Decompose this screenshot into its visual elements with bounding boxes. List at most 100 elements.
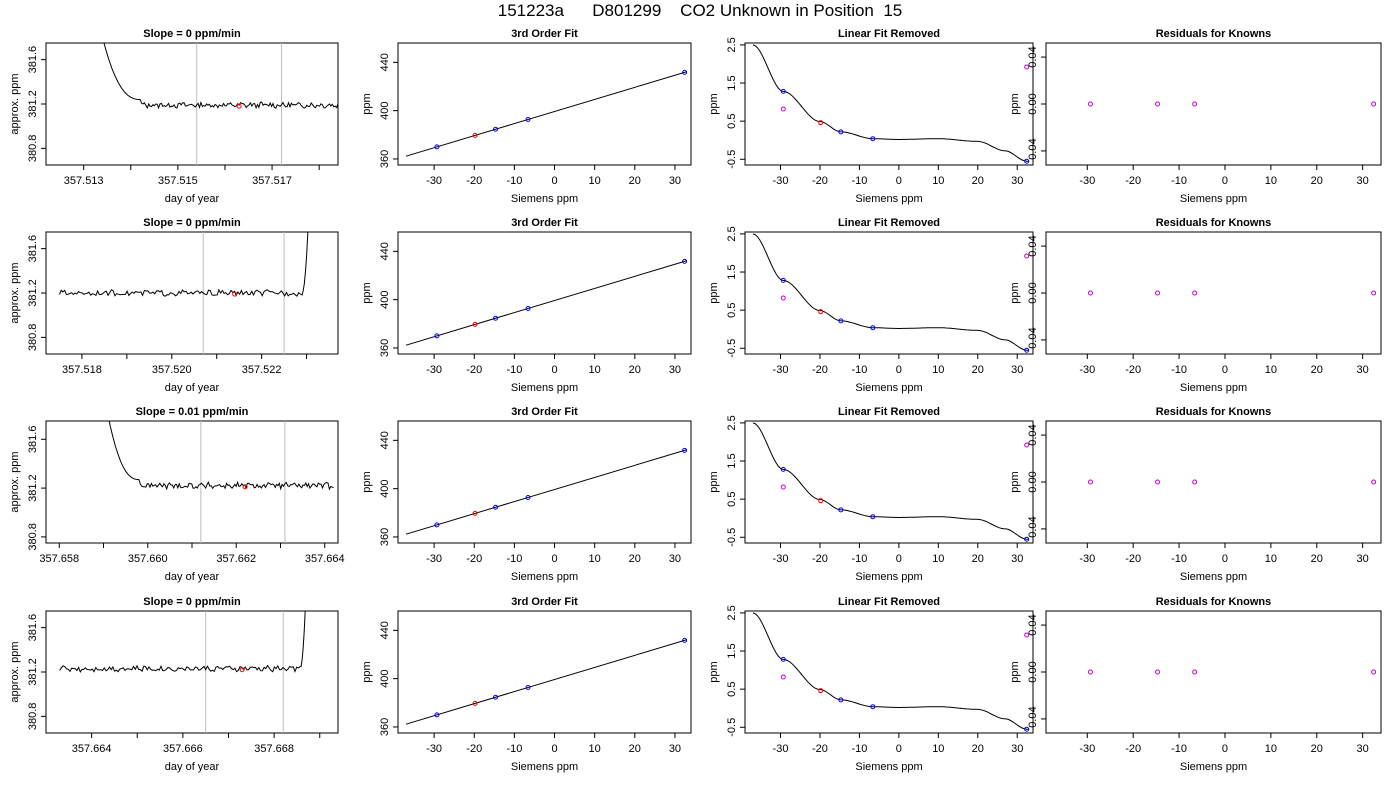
r1-residuals-ylabel: ppm [1009, 93, 1021, 114]
r1-residuals-xtick-label: -20 [1125, 175, 1141, 187]
r1-linear-removed-xtick-label: 30 [1011, 175, 1023, 187]
r1-fit-title: 3rd Order Fit [511, 28, 578, 40]
r3-residuals-ylabel: ppm [1009, 471, 1021, 492]
r1-fit-ytick-label: 400 [379, 101, 391, 119]
r1-fit-known-point [682, 69, 688, 75]
r3-linear-removed-other-point [1024, 442, 1030, 448]
r3-fit-known-point [493, 504, 499, 510]
r3-linear-removed-title: Linear Fit Removed [838, 406, 940, 418]
r4-fit-xtick-label: 20 [629, 743, 641, 755]
r4-linear-removed-known-point [838, 697, 844, 703]
r2-linear-removed-ytick-label: 1.5 [726, 264, 738, 279]
r4-time-series-xtick-label: 357.668 [254, 743, 294, 755]
r2-residuals-xtick-label: -10 [1171, 364, 1187, 376]
r3-time-series-ytick-label: 380.8 [27, 523, 39, 551]
r3-linear-removed-xtick-label: -10 [851, 553, 867, 565]
r3-residuals-xlabel: Siemens ppm [1180, 571, 1247, 583]
r3-fit-title: 3rd Order Fit [511, 406, 578, 418]
r4-fit-xtick-label: -10 [506, 743, 522, 755]
r4-fit-unknown-point [472, 700, 478, 706]
r3-linear-removed-ytick-label: 0.5 [726, 492, 738, 507]
r1-linear-removed-xtick-label: -20 [812, 175, 828, 187]
r2-linear-removed-ylabel: ppm [708, 282, 720, 303]
r4-fit-xtick-label: -20 [466, 743, 482, 755]
r3-linear-removed-xtick-label: -30 [773, 553, 789, 565]
r4-time-series-ylabel: approx. ppm [9, 641, 21, 702]
r2-fit-xtick-label: -30 [426, 364, 442, 376]
r2-residuals-xtick-label: -30 [1079, 364, 1095, 376]
r2-time-series-ytick-label: 381.2 [27, 279, 39, 307]
r4-residuals-xtick-label: 0 [1222, 743, 1228, 755]
r2-linear-removed-known-point [780, 277, 786, 283]
r4-linear-removed-ytick-label: 2.5 [726, 605, 738, 620]
r3-fit-xtick-label: -30 [426, 553, 442, 565]
r3-fit-xtick-label: 0 [551, 553, 557, 565]
r3-linear-removed-xtick-label: 10 [932, 553, 944, 565]
r3-time-series-xtick-label: 357.658 [39, 553, 79, 565]
r2-linear-removed-other-point [1024, 253, 1030, 259]
r4-time-series-ytick-label: 380.8 [27, 703, 39, 731]
r4-fit-known-point [493, 694, 499, 700]
r3-fit-frame [397, 420, 692, 544]
r2-linear-removed-xlabel: Siemens ppm [855, 382, 922, 394]
r3-fit-ytick-label: 360 [379, 528, 391, 546]
r1-fit-frame [397, 42, 692, 166]
r1-linear-removed-ytick-label: 0.5 [726, 114, 738, 129]
r4-time-series-unknown-point [239, 667, 245, 673]
r4-fit-known-point [525, 684, 531, 690]
r2-linear-removed-ytick-label: 0.5 [726, 303, 738, 318]
r4-linear-removed-xtick-label: 20 [972, 743, 984, 755]
r1-fit-known-point [525, 116, 531, 122]
r3-time-series-xtick-label: 357.664 [305, 553, 345, 565]
r1-linear-removed-xtick-label: 10 [932, 175, 944, 187]
r1-linear-removed-known-point [1024, 158, 1030, 164]
r4-fit-title: 3rd Order Fit [511, 596, 578, 608]
r4-residuals-xtick-label: 10 [1265, 743, 1277, 755]
r4-linear-removed-xtick-label: -30 [773, 743, 789, 755]
r3-linear-removed-xtick-label: 30 [1011, 553, 1023, 565]
r1-residuals-ytick-label: -0.04 [1027, 138, 1039, 163]
r4-linear-removed-xtick-label: 10 [932, 743, 944, 755]
r3-time-series-xtick-label: 357.662 [216, 553, 256, 565]
r4-time-series-frame [45, 610, 339, 734]
r4-linear-removed-marks [752, 612, 1030, 732]
r1-time-series-series-line [103, 43, 338, 110]
r3-residuals-frame [1045, 420, 1382, 544]
r1-linear-removed-ytick-label: 1.5 [726, 75, 738, 90]
r4-linear-removed-xlabel: Siemens ppm [855, 761, 922, 773]
r4-time-series-xtick-label: 357.664 [72, 743, 112, 755]
r1-residuals-xtick-label: 10 [1265, 175, 1277, 187]
r4-linear-removed-ytick-label: 1.5 [726, 643, 738, 658]
r4-residuals-residual-point [1192, 669, 1198, 675]
r4-fit-ytick-label: 400 [379, 669, 391, 687]
r1-linear-removed-other-point [1024, 64, 1030, 70]
r1-time-series-ytick-label: 381.2 [27, 90, 39, 118]
r2-fit-ytick-label: 400 [379, 290, 391, 308]
r4-linear-removed-curve [752, 612, 1030, 730]
r4-linear-removed-ytick-label: 0.5 [726, 682, 738, 697]
r4-residuals-ylabel: ppm [1009, 661, 1021, 682]
r1-residuals-residual-point [1192, 101, 1198, 107]
r3-fit-xtick-label: 10 [589, 553, 601, 565]
r3-residuals-ytick-label: 0.04 [1027, 424, 1039, 445]
r2-fit-xtick-label: 0 [551, 364, 557, 376]
r1-time-series-xtick-label: 357.513 [64, 175, 104, 187]
r4-linear-removed-ytick-label: -0.5 [726, 718, 738, 737]
r3-residuals-xtick-label: 0 [1222, 553, 1228, 565]
r1-linear-removed-ytick-label: -0.5 [726, 150, 738, 169]
r4-residuals-xtick-label: 30 [1357, 743, 1369, 755]
r1-fit-xtick-label: 30 [669, 175, 681, 187]
r3-fit-xlabel: Siemens ppm [511, 571, 578, 583]
r4-time-series-ytick-label: 381.6 [27, 614, 39, 642]
r3-linear-removed-unknown-point [818, 498, 824, 504]
r2-linear-removed-xtick-label: -20 [812, 364, 828, 376]
r2-fit-ytick-label: 440 [379, 242, 391, 260]
r4-fit-xtick-label: 30 [669, 743, 681, 755]
r2-linear-removed-ytick-label: 2.5 [726, 226, 738, 241]
r3-linear-removed-ylabel: ppm [708, 471, 720, 492]
r2-time-series-marks [59, 232, 309, 354]
r3-residuals-ytick-label: -0.04 [1027, 516, 1039, 541]
r1-residuals-xtick-label: 20 [1311, 175, 1323, 187]
r3-linear-removed-marks [752, 422, 1030, 542]
r2-time-series-ytick-label: 380.8 [27, 324, 39, 352]
